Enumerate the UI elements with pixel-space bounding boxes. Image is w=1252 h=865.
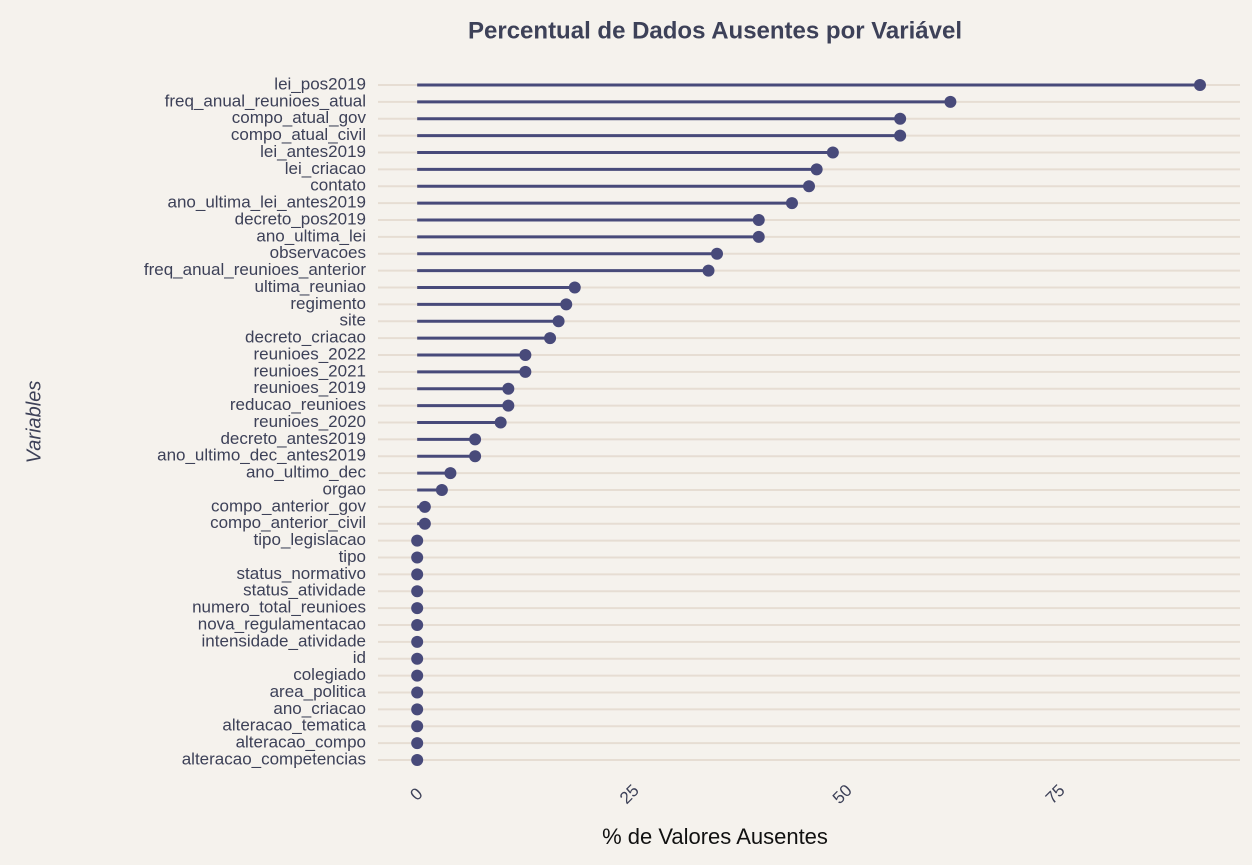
- dot: [544, 332, 557, 345]
- dot: [1193, 79, 1206, 91]
- dot: [752, 214, 765, 226]
- dot: [519, 365, 532, 378]
- y-tick-label: tipo: [339, 547, 366, 566]
- y-tick-label: observacoes: [270, 243, 366, 262]
- y-tick-label: area_politica: [270, 682, 367, 701]
- y-tick-label: compo_atual_civil: [231, 125, 366, 144]
- y-tick-label: site: [340, 311, 366, 330]
- y-tick-label: lei_criacao: [285, 159, 366, 178]
- dot: [411, 635, 424, 648]
- dot: [552, 315, 565, 328]
- dot: [752, 230, 765, 243]
- dot: [494, 416, 507, 429]
- dot: [435, 484, 448, 496]
- y-tick-label: reunioes_2022: [254, 344, 366, 363]
- dot: [702, 264, 715, 277]
- y-tick-label: alteracao_competencias: [182, 749, 366, 768]
- x-axis-label: % de Valores Ausentes: [602, 824, 828, 849]
- dot: [411, 652, 424, 665]
- dot: [411, 534, 424, 547]
- y-tick-label: intensidade_atividade: [202, 631, 366, 650]
- dot: [711, 247, 724, 260]
- y-tick-label: lei_antes2019: [260, 142, 366, 161]
- chart-title: Percentual de Dados Ausentes por Variáve…: [468, 17, 962, 44]
- y-tick-label: orgao: [323, 479, 366, 498]
- y-tick-label: alteracao_tematica: [222, 716, 366, 735]
- y-tick-label: compo_anterior_gov: [211, 496, 366, 515]
- y-tick-label: nova_regulamentacao: [198, 614, 366, 633]
- y-tick-label: status_normativo: [237, 564, 366, 583]
- dot: [418, 500, 431, 513]
- dot: [444, 467, 457, 480]
- y-tick-label: alteracao_compo: [236, 733, 366, 752]
- y-tick-label: decreto_criacao: [245, 328, 366, 347]
- y-tick-label: numero_total_reunioes: [192, 598, 366, 617]
- y-tick-label: status_atividade: [243, 581, 366, 600]
- dot: [810, 163, 823, 176]
- dot: [944, 95, 957, 108]
- dot: [826, 146, 839, 159]
- y-tick-label: ano_ultima_lei: [256, 226, 366, 245]
- dot: [411, 568, 424, 581]
- dot: [502, 382, 515, 395]
- y-tick-label: compo_atual_gov: [232, 108, 367, 127]
- dot: [568, 281, 581, 294]
- dot: [411, 619, 424, 631]
- dot: [469, 450, 482, 463]
- y-tick-label: ano_ultima_lei_antes2019: [168, 193, 367, 212]
- y-tick-label: ano_criacao: [273, 699, 366, 718]
- y-tick-label: contato: [310, 176, 366, 195]
- y-tick-label: id: [353, 648, 366, 667]
- y-tick-label: lei_pos2019: [274, 74, 366, 93]
- y-tick-label: freq_anual_reunioes_anterior: [144, 260, 366, 279]
- dot: [411, 585, 424, 598]
- dot: [469, 433, 482, 446]
- y-tick-label: compo_anterior_civil: [210, 513, 366, 532]
- y-tick-label: reunioes_2021: [254, 361, 366, 380]
- dot: [519, 349, 532, 361]
- dot: [411, 551, 424, 564]
- y-tick-label: decreto_antes2019: [220, 429, 366, 448]
- y-tick-label: ano_ultimo_dec_antes2019: [157, 446, 366, 465]
- y-tick-label: colegiado: [293, 665, 366, 684]
- dot: [411, 669, 424, 682]
- y-tick-label: regimento: [290, 294, 366, 313]
- dot: [411, 720, 424, 733]
- dot: [411, 703, 424, 716]
- y-tick-label: reunioes_2020: [254, 412, 366, 431]
- dot: [411, 754, 424, 766]
- dot: [560, 298, 573, 311]
- dot: [418, 517, 431, 530]
- dot: [502, 399, 515, 412]
- y-tick-label: decreto_pos2019: [235, 209, 366, 228]
- dot: [803, 180, 815, 193]
- y-tick-label: tipo_legislacao: [254, 530, 366, 549]
- dot: [411, 686, 424, 699]
- y-tick-label: reunioes_2019: [254, 378, 366, 397]
- dot: [785, 197, 798, 210]
- y-tick-label: freq_anual_reunioes_atual: [165, 91, 366, 110]
- y-axis-label: Variables: [23, 381, 45, 464]
- y-tick-label: ano_ultimo_dec: [246, 463, 367, 482]
- dot: [411, 737, 424, 750]
- dot: [411, 602, 424, 615]
- y-tick-label: reducao_reunioes: [230, 395, 366, 414]
- dot: [894, 112, 907, 125]
- y-tick-label: ultima_reuniao: [254, 277, 366, 296]
- dot: [894, 129, 907, 142]
